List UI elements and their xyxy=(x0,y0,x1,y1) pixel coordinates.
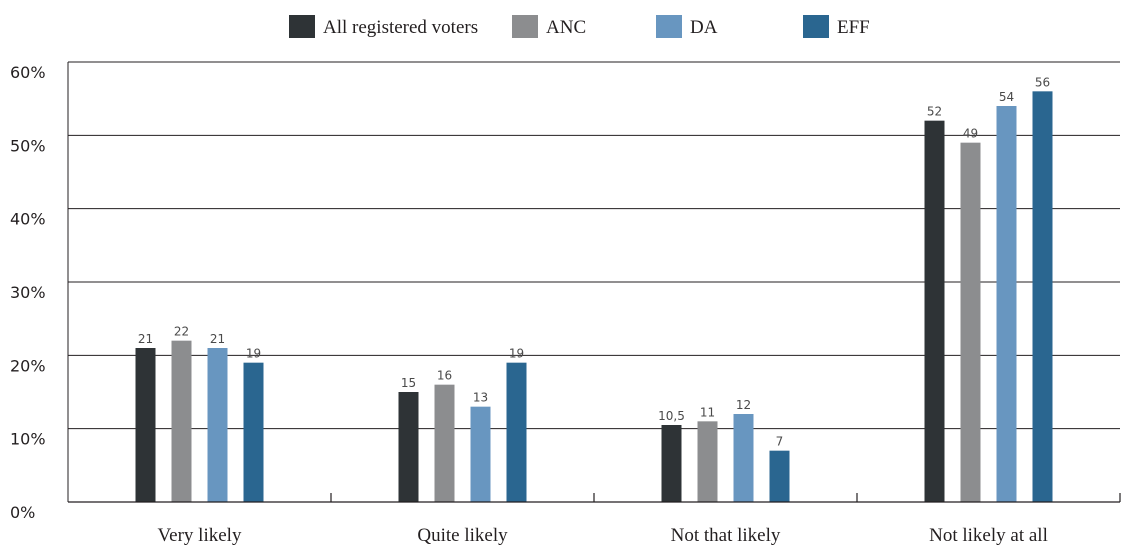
y-tick-label: 40% xyxy=(10,210,46,229)
legend-swatch xyxy=(656,15,682,38)
data-label: 16 xyxy=(437,369,452,383)
bar xyxy=(1032,91,1053,502)
bar xyxy=(697,421,718,502)
x-axis: Very likely Quite likely Not that likely No… xyxy=(68,493,1121,546)
data-label: 10,5 xyxy=(658,409,685,423)
data-label: 54 xyxy=(999,90,1014,104)
bar xyxy=(996,106,1017,502)
bar xyxy=(733,414,754,502)
legend: All registered voters ANC DA EFF xyxy=(289,15,870,38)
y-tick-label: 0% xyxy=(10,503,35,522)
y-tick-label: 50% xyxy=(10,136,46,155)
bar xyxy=(171,340,192,502)
bar xyxy=(924,120,945,503)
bar xyxy=(243,362,264,502)
bar xyxy=(506,362,527,502)
y-tick-label: 60% xyxy=(10,63,46,82)
legend-label: All registered voters xyxy=(323,17,478,38)
x-category-label: Not likely at all xyxy=(929,525,1048,546)
gridlines xyxy=(67,61,1120,502)
bar xyxy=(769,450,790,502)
data-label: 12 xyxy=(736,398,751,412)
y-tick-label: 10% xyxy=(10,430,46,449)
data-label: 13 xyxy=(473,391,488,405)
x-category-label: Very likely xyxy=(158,525,242,546)
legend-item: EFF xyxy=(803,15,870,38)
data-label: 49 xyxy=(963,127,978,141)
x-category-label: Not that likely xyxy=(671,525,781,546)
y-axis-ticks: 0% 10% 20% 30% 40% 50% 60% xyxy=(10,63,46,522)
bar xyxy=(207,348,228,502)
bar xyxy=(960,142,981,502)
y-tick-label: 20% xyxy=(10,356,46,375)
legend-label: EFF xyxy=(837,17,870,38)
legend-label: DA xyxy=(690,17,718,38)
data-label: 15 xyxy=(401,376,416,390)
bar xyxy=(470,406,491,502)
legend-swatch xyxy=(289,15,315,38)
data-label: 22 xyxy=(174,325,189,339)
data-label: 56 xyxy=(1035,75,1050,89)
data-label: 19 xyxy=(246,347,261,361)
x-category-label: Quite likely xyxy=(417,525,508,546)
bar xyxy=(398,392,419,502)
y-tick-label: 30% xyxy=(10,283,46,302)
bar xyxy=(434,384,455,502)
legend-item: ANC xyxy=(512,15,586,38)
data-label: 7 xyxy=(776,435,784,449)
bars xyxy=(135,91,1053,503)
data-label: 19 xyxy=(509,347,524,361)
legend-item: All registered voters xyxy=(289,15,478,38)
bar xyxy=(661,425,682,502)
legend-item: DA xyxy=(656,15,718,38)
legend-label: ANC xyxy=(546,17,586,38)
data-labels: 21 22 21 19 15 16 13 19 10,5 11 12 7 52 49 54 56 xyxy=(138,75,1050,448)
data-label: 52 xyxy=(927,105,942,119)
legend-swatch xyxy=(512,15,538,38)
legend-swatch xyxy=(803,15,829,38)
data-label: 11 xyxy=(700,405,715,419)
data-label: 21 xyxy=(210,332,225,346)
data-label: 21 xyxy=(138,332,153,346)
bar xyxy=(135,348,156,502)
